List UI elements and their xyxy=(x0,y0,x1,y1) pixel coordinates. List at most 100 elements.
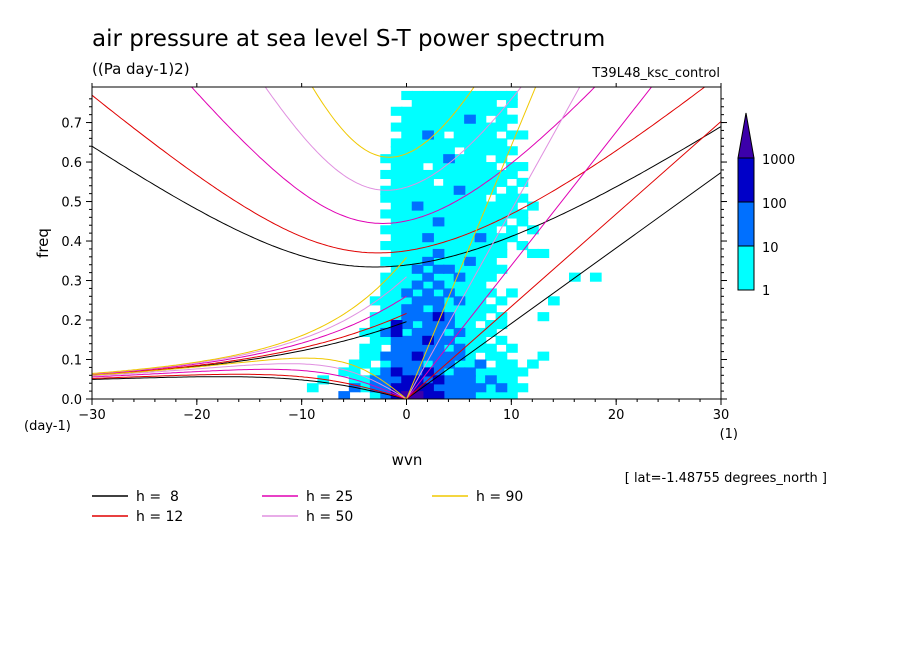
x-tick-label-2: −10 xyxy=(288,408,315,423)
heat-cell-low-138 xyxy=(495,320,508,330)
heat-cell-mid-101 xyxy=(422,130,434,140)
heat-cell-low-317 xyxy=(506,201,518,211)
heat-cell-low-343 xyxy=(506,185,518,195)
colorbar-label-0: 1 xyxy=(762,284,770,299)
heat-cell-mid-69 xyxy=(432,320,445,330)
heat-cell-low-440 xyxy=(474,114,487,124)
heat-cell-low-293 xyxy=(390,209,403,219)
heat-cell-low-431 xyxy=(485,122,497,132)
chart-units: ((Pa day-1)2) xyxy=(92,60,190,78)
heat-cell-low-241 xyxy=(537,248,550,259)
heat-cell-low-468 xyxy=(453,90,466,101)
heat-cell-low-397 xyxy=(474,146,487,156)
heat-cell-low-164 xyxy=(390,296,403,306)
heat-cell-low-229 xyxy=(390,248,403,259)
heat-cell-high-18 xyxy=(432,312,445,322)
heat-cell-low-426 xyxy=(432,122,445,132)
heat-cell-low-322 xyxy=(411,193,424,203)
heat-cell-low-449 xyxy=(453,106,466,116)
heat-cell-mid-77 xyxy=(432,304,445,314)
heat-cell-low-460 xyxy=(474,98,487,108)
heat-cell-low-305 xyxy=(516,209,529,219)
heat-cell-low-99 xyxy=(474,343,487,353)
heat-cell-low-357 xyxy=(401,169,413,180)
heat-cell-mid-25 xyxy=(443,375,455,385)
heat-cell-mid-102 xyxy=(464,114,476,124)
heat-cell-low-210 xyxy=(422,264,434,274)
heat-cell-mid-8 xyxy=(369,383,382,393)
heat-cell-low-341 xyxy=(474,185,487,195)
heat-cell-low-382 xyxy=(411,154,424,164)
heat-cell-mid-36 xyxy=(390,359,403,369)
heat-cell-mid-52 xyxy=(432,343,445,353)
heat-cell-mid-88 xyxy=(453,272,466,282)
mrg-curve-1 xyxy=(92,312,407,376)
heat-cell-low-11 xyxy=(495,391,508,399)
colorbar-seg-2 xyxy=(737,157,755,203)
heat-cell-low-402 xyxy=(401,138,413,148)
heat-cell-low-443 xyxy=(390,106,403,116)
heat-cell-mid-20 xyxy=(390,375,403,385)
heat-cell-low-349 xyxy=(453,177,466,187)
heat-cell-low-147 xyxy=(453,312,466,322)
heat-cell-low-373 xyxy=(453,162,466,172)
heat-cell-low-411 xyxy=(495,138,508,148)
heat-cell-mid-0 xyxy=(380,391,392,399)
heat-cell-low-287 xyxy=(464,217,476,227)
heat-cell-low-338 xyxy=(443,185,455,195)
heat-cell-high-3 xyxy=(422,391,434,399)
heat-cell-high-14 xyxy=(411,351,424,361)
heat-cell-low-299 xyxy=(453,209,466,219)
heat-cell-mid-76 xyxy=(411,304,424,314)
heat-cell-low-252 xyxy=(485,241,497,251)
heat-cell-low-396 xyxy=(464,146,476,156)
heat-cell-low-320 xyxy=(390,193,403,203)
heat-cell-mid-90 xyxy=(432,264,445,274)
heat-cell-low-255 xyxy=(390,233,403,243)
heat-cell-low-422 xyxy=(390,122,403,132)
heat-cell-low-179 xyxy=(432,288,445,298)
heat-cell-low-280 xyxy=(390,217,403,227)
heat-cell-mid-96 xyxy=(474,233,487,243)
heat-cell-low-419 xyxy=(485,130,497,140)
y-tick-label-3: 0.3 xyxy=(61,275,82,290)
heat-cell-low-171 xyxy=(464,296,476,306)
heat-cell-low-464 xyxy=(411,90,424,101)
heat-cell-low-462 xyxy=(506,98,518,108)
heat-cell-low-321 xyxy=(401,193,413,203)
colorbar: 1 10 100 1000 xyxy=(737,112,795,299)
heat-cell-low-307 xyxy=(401,201,413,211)
heat-cell-low-329 xyxy=(495,193,508,203)
heat-cell-low-46 xyxy=(348,367,361,377)
heat-cell-low-428 xyxy=(453,122,466,132)
heat-cell-low-398 xyxy=(485,146,497,156)
heat-cell-low-87 xyxy=(485,351,497,361)
heat-cell-mid-65 xyxy=(453,327,466,338)
heat-cell-low-292 xyxy=(380,209,392,219)
heat-cell-mid-78 xyxy=(411,296,424,306)
y-axis-label: freq xyxy=(34,228,52,258)
gravity-curve-4 xyxy=(311,87,475,158)
heat-cell-low-309 xyxy=(422,201,434,211)
mrg-curve-4 xyxy=(92,257,407,374)
heat-cell-low-204 xyxy=(464,272,476,282)
heat-cell-low-353 xyxy=(495,177,508,187)
heat-cell-low-478 xyxy=(527,359,539,369)
heat-cell-mid-38 xyxy=(411,359,424,369)
heat-cell-mid-59 xyxy=(443,335,455,345)
heat-cell-low-173 xyxy=(495,296,508,306)
heat-cell-low-266 xyxy=(506,233,518,243)
heat-cell-mid-84 xyxy=(443,288,455,298)
heat-cell-low-442 xyxy=(506,114,518,124)
heat-cell-mid-103 xyxy=(338,391,351,399)
heat-cell-low-253 xyxy=(495,241,508,251)
colorbar-arrow xyxy=(737,112,755,159)
heat-cell-low-136 xyxy=(464,320,476,330)
heat-cell-low-213 xyxy=(453,264,466,274)
heat-cell-mid-33 xyxy=(432,367,445,377)
heat-cell-low-379 xyxy=(380,154,392,164)
heat-cell-low-452 xyxy=(485,106,497,116)
heat-cell-mid-19 xyxy=(380,375,392,385)
heat-cell-low-268 xyxy=(390,225,403,235)
